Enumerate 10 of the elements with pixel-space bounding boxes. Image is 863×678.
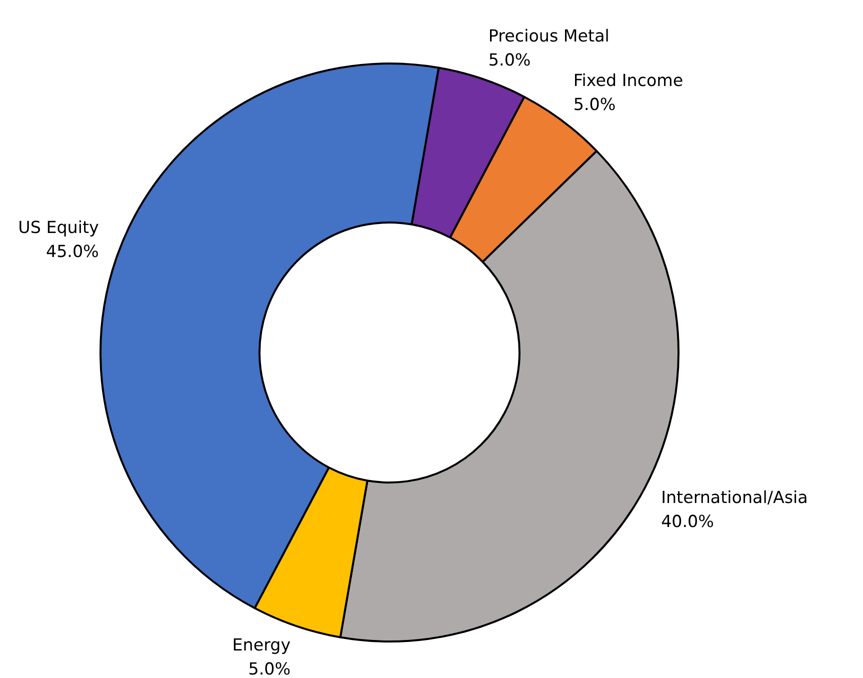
data-label: 40.0% xyxy=(661,512,714,532)
data-label: 5.0% xyxy=(573,95,616,114)
slice-label: Precious Metal xyxy=(488,26,610,46)
data-label: 5.0% xyxy=(248,660,291,678)
slice-label: International/Asia xyxy=(661,488,808,508)
slice-label: Fixed Income xyxy=(573,71,684,90)
slice-label: Energy xyxy=(232,636,291,655)
data-label: 5.0% xyxy=(488,50,531,70)
data-label: 45.0% xyxy=(46,242,99,262)
slice-label: US Equity xyxy=(18,218,100,238)
